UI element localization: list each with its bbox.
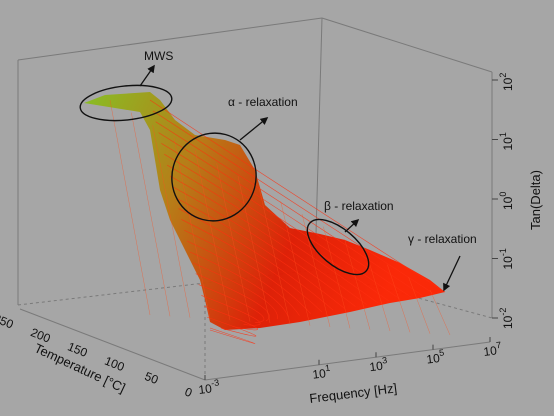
beta-label: β - relaxation — [324, 199, 394, 213]
frame-edge — [321, 17, 493, 73]
x-tick-exp: 3 — [382, 355, 388, 366]
frame-edge — [17, 17, 323, 61]
mesh-line — [237, 175, 271, 324]
mesh-line — [192, 262, 278, 320]
mesh-line — [181, 219, 323, 313]
z-tick-4: 10-2 — [498, 308, 515, 329]
z-tick-exp: -1 — [498, 248, 508, 256]
x-tick-0: 10-3 — [198, 377, 220, 397]
x-tick-3: 105 — [426, 347, 445, 367]
mesh-line — [216, 163, 251, 322]
annotation-labels: MWS α - relaxation β - relaxation γ - re… — [144, 49, 477, 246]
mesh-line — [195, 150, 231, 321]
x-tick-exp: 1 — [325, 363, 331, 374]
z-tick-exp: 0 — [498, 192, 508, 197]
annotation-arrows — [139, 64, 461, 292]
alpha-label: α - relaxation — [228, 95, 298, 109]
mesh-line — [178, 208, 334, 311]
mesh-line — [198, 284, 265, 324]
z-tick-2: 100 — [498, 192, 515, 210]
mesh-line — [109, 99, 151, 316]
mesh-line — [323, 226, 351, 329]
mesh-line — [175, 197, 345, 309]
x-tick-4: 107 — [483, 340, 502, 359]
mesh-line — [280, 201, 311, 326]
z-tick-1: 101 — [498, 132, 515, 150]
x-axis-label: Frequency [Hz] — [309, 380, 398, 406]
mesh-line — [209, 327, 256, 344]
frame-edge — [17, 269, 316, 306]
z-tick-base: 10 — [501, 196, 515, 210]
x-tick-exp: -3 — [211, 377, 220, 388]
mesh-line — [429, 289, 451, 336]
z-tick-base: 10 — [501, 315, 515, 329]
mesh-line — [365, 251, 391, 332]
mesh-line — [152, 125, 191, 318]
beta-arrow — [344, 218, 360, 233]
alpha-arrow — [239, 117, 269, 141]
mesh-line — [408, 277, 431, 334]
beta-ellipse — [306, 218, 370, 276]
y-tick-label: 0 — [183, 385, 195, 401]
frame-edge — [19, 308, 206, 381]
mesh-line — [189, 251, 289, 318]
z-axis-label: Tan(Delta) — [528, 170, 543, 230]
surface — [84, 92, 451, 344]
x-tick-base: 10 — [483, 343, 498, 359]
x-tick-base: 10 — [198, 381, 213, 397]
z-tick-0: 102 — [498, 73, 515, 91]
mws-label: MWS — [144, 49, 173, 63]
mesh-line — [259, 188, 291, 325]
mesh-line — [173, 137, 211, 320]
z-tick-base: 10 — [501, 77, 515, 91]
mesh-line — [204, 306, 258, 331]
x-tick-base: 10 — [369, 359, 384, 375]
x-tick-base: 10 — [426, 351, 441, 367]
z-tick-exp: 2 — [498, 73, 508, 78]
mesh-line — [187, 240, 300, 316]
alpha-ellipse — [171, 132, 257, 222]
mesh-line — [131, 112, 171, 317]
annotation-ellipses — [79, 84, 370, 276]
mesh-line — [344, 239, 371, 330]
z-tick-exp: -2 — [498, 308, 508, 316]
x-tick-base: 10 — [312, 366, 327, 382]
z-tick-base: 10 — [501, 137, 515, 151]
frame-edge — [204, 341, 491, 381]
mesh-line — [387, 264, 411, 333]
x-tick-1: 101 — [312, 363, 331, 382]
mesh-line — [152, 110, 434, 295]
mws-ellipse — [79, 84, 173, 122]
z-tick-base: 10 — [501, 256, 515, 270]
mesh-line — [166, 164, 379, 304]
mesh-line — [155, 121, 423, 296]
gamma-label: γ - relaxation — [408, 232, 477, 246]
x-tick-exp: 5 — [439, 347, 445, 358]
mesh-line — [161, 143, 401, 300]
frame-edge — [314, 17, 323, 271]
y-tick-label: 250 — [0, 311, 16, 332]
mesh-line — [301, 213, 331, 328]
z-tick-exp: 1 — [498, 132, 508, 137]
z-tick-3: 10-1 — [498, 248, 515, 269]
gamma-arrow — [443, 255, 461, 292]
x-tick-exp: 7 — [496, 340, 502, 351]
mws-arrow — [139, 64, 155, 87]
mesh-line — [172, 186, 356, 307]
mesh-line — [184, 230, 311, 314]
x-tick-2: 103 — [369, 355, 388, 375]
mesh-line — [207, 316, 256, 337]
mesh-line — [169, 175, 367, 305]
mesh-line — [149, 99, 446, 293]
y-tick-label: 50 — [143, 369, 161, 387]
